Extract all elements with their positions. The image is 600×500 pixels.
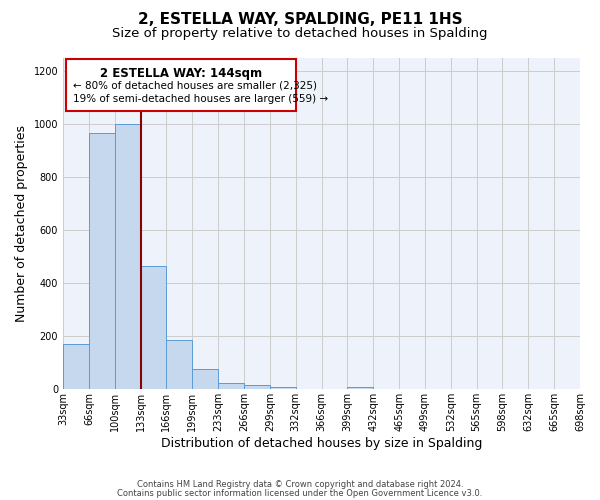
Bar bbox=[270, 386, 296, 390]
FancyBboxPatch shape bbox=[65, 59, 296, 110]
Bar bbox=[192, 370, 218, 390]
Text: Contains HM Land Registry data © Crown copyright and database right 2024.: Contains HM Land Registry data © Crown c… bbox=[137, 480, 463, 489]
Bar bbox=[140, 266, 166, 390]
Bar bbox=[218, 382, 244, 390]
Bar bbox=[166, 340, 192, 390]
Bar bbox=[347, 386, 373, 390]
Bar bbox=[89, 133, 115, 390]
Text: Contains public sector information licensed under the Open Government Licence v3: Contains public sector information licen… bbox=[118, 488, 482, 498]
Text: Size of property relative to detached houses in Spalding: Size of property relative to detached ho… bbox=[112, 28, 488, 40]
Text: 2 ESTELLA WAY: 144sqm: 2 ESTELLA WAY: 144sqm bbox=[100, 68, 262, 80]
Text: 2, ESTELLA WAY, SPALDING, PE11 1HS: 2, ESTELLA WAY, SPALDING, PE11 1HS bbox=[137, 12, 463, 28]
X-axis label: Distribution of detached houses by size in Spalding: Distribution of detached houses by size … bbox=[161, 437, 482, 450]
Bar bbox=[63, 344, 89, 390]
Text: ← 80% of detached houses are smaller (2,325): ← 80% of detached houses are smaller (2,… bbox=[73, 80, 317, 90]
Bar bbox=[115, 124, 140, 390]
Text: 19% of semi-detached houses are larger (559) →: 19% of semi-detached houses are larger (… bbox=[73, 94, 329, 104]
Y-axis label: Number of detached properties: Number of detached properties bbox=[15, 125, 28, 322]
Bar bbox=[244, 386, 270, 390]
